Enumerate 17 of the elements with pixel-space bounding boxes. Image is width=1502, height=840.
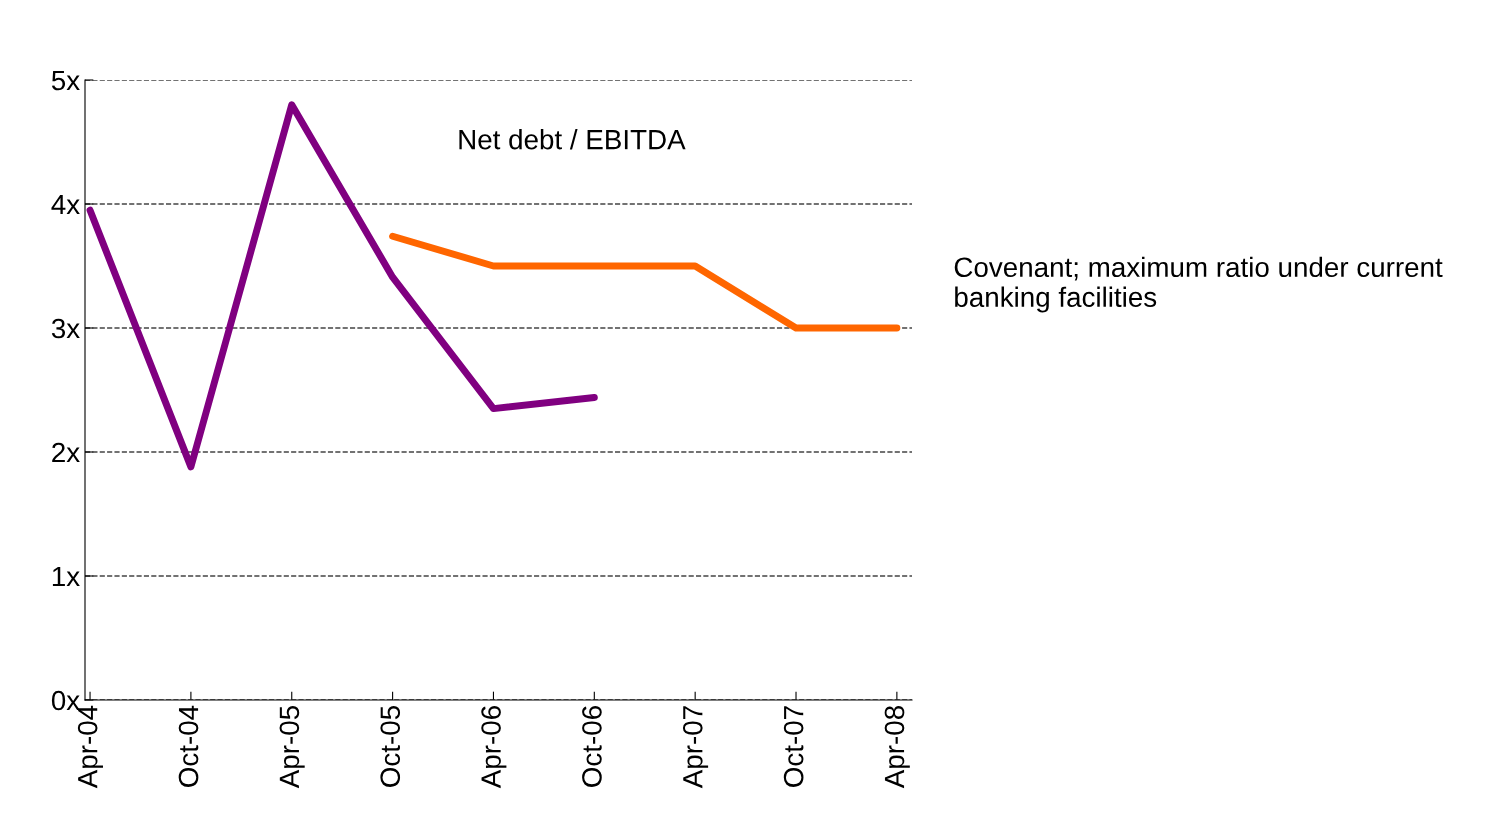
y-tick-label: 3x bbox=[51, 318, 80, 339]
x-tick-label: Apr-05 bbox=[279, 706, 305, 789]
y-tick-label: 5x bbox=[51, 70, 80, 91]
x-tick-label: Oct-05 bbox=[380, 706, 401, 787]
x-tick-label: Apr-06 bbox=[481, 706, 507, 789]
y-tick-label: 2x bbox=[52, 442, 80, 463]
x-tick-label: Oct-07 bbox=[783, 706, 804, 787]
x-tick-label: Apr-07 bbox=[682, 706, 709, 789]
x-tick-label: Oct-06 bbox=[582, 706, 602, 787]
text: Covenant; maximum ratio under current banking facilities bbox=[954, 256, 1443, 313]
x-tick-label: Apr-08 bbox=[884, 706, 910, 789]
y-tick-label: 4x bbox=[51, 194, 80, 215]
y-tick-label: 0x bbox=[51, 690, 80, 711]
x-tick-label: Oct-04 bbox=[178, 705, 199, 787]
x-tick-label: Apr-04 bbox=[77, 705, 103, 789]
y-tick-label: 1x bbox=[52, 566, 80, 587]
text: Net debt / EBITDA bbox=[459, 129, 686, 150]
